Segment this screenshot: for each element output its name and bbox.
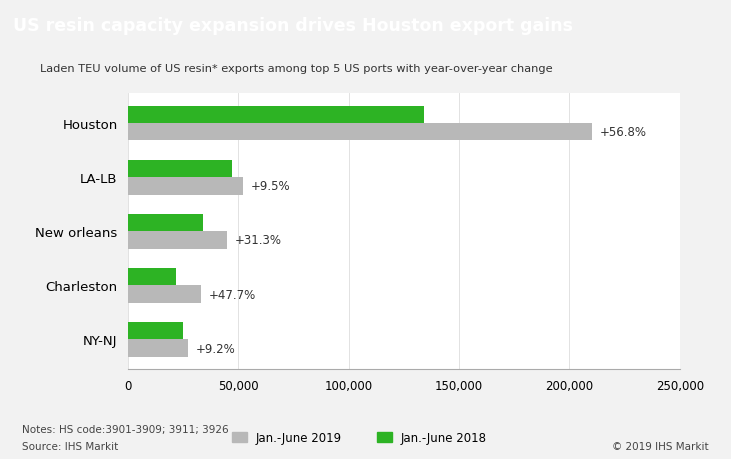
Text: +9.2%: +9.2% xyxy=(195,342,235,355)
Bar xyxy=(128,106,424,124)
Bar xyxy=(128,340,188,357)
Bar xyxy=(128,286,201,303)
Text: © 2019 IHS Markit: © 2019 IHS Markit xyxy=(613,441,709,451)
Bar xyxy=(128,232,227,249)
Text: Laden TEU volume of US resin* exports among top 5 US ports with year-over-year c: Laden TEU volume of US resin* exports am… xyxy=(40,63,553,73)
Text: +56.8%: +56.8% xyxy=(599,126,646,139)
Text: US resin capacity expansion drives Houston export gains: US resin capacity expansion drives Houst… xyxy=(13,17,573,35)
Bar xyxy=(128,124,591,141)
Legend: Jan.-June 2019, Jan.-June 2018: Jan.-June 2019, Jan.-June 2018 xyxy=(227,426,492,449)
Text: +31.3%: +31.3% xyxy=(235,234,282,247)
Text: Source: IHS Markit: Source: IHS Markit xyxy=(22,441,118,451)
Bar xyxy=(128,269,176,286)
Bar xyxy=(128,161,232,178)
Bar xyxy=(128,178,243,195)
Text: +47.7%: +47.7% xyxy=(208,288,256,301)
Bar xyxy=(128,214,203,232)
Bar xyxy=(128,322,183,340)
Text: +9.5%: +9.5% xyxy=(251,180,290,193)
Text: Notes: HS code:3901-3909; 3911; 3926: Notes: HS code:3901-3909; 3911; 3926 xyxy=(22,424,229,434)
